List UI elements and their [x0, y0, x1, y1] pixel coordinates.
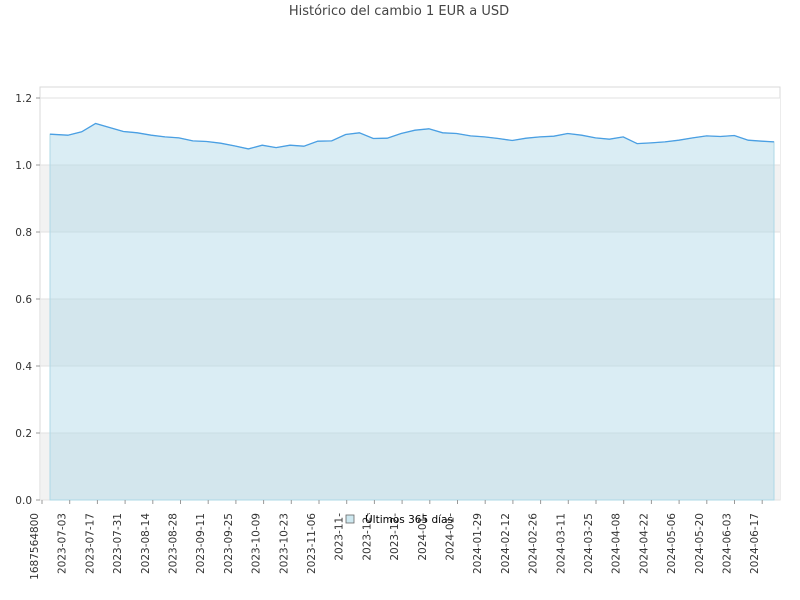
x-tick-label: 2024-03-25 [583, 513, 595, 574]
y-tick-label: 0.6 [15, 294, 32, 306]
grid-band [41, 165, 780, 232]
x-tick-label: 2024-05-06 [666, 513, 678, 574]
x-tick-label: 2023-11- [334, 513, 346, 561]
x-tick-label: 2023-09-25 [223, 513, 235, 574]
x-tick-label: 2024-04-22 [638, 513, 650, 574]
x-tick-label: 2024-01- [417, 513, 429, 561]
x-tick-label: 2023-11-06 [306, 513, 318, 574]
chart-title: Histórico del cambio 1 EUR a USD [289, 4, 509, 19]
x-tick-label: 1687564800 [29, 513, 41, 580]
x-tick-label: 2024-01-29 [472, 513, 484, 574]
y-tick-label: 1.2 [15, 93, 32, 105]
x-tick-label: 2023-10-23 [278, 513, 290, 574]
x-tick-label: 2023-12- [389, 513, 401, 561]
x-tick-label: 2023-07-17 [84, 513, 96, 574]
x-tick-label: 2023-07-03 [57, 513, 69, 574]
y-tick-label: 0.0 [15, 495, 32, 507]
x-tick-label: 2023-10-09 [251, 513, 263, 574]
grid-band [41, 366, 780, 433]
line-layer [49, 122, 775, 150]
legend-label[interactable]: Últimos 365 días [365, 513, 453, 526]
x-tick-label: 2024-06-17 [749, 513, 761, 574]
plot-background [39, 86, 781, 501]
x-tick-label: 2024-02-26 [528, 513, 540, 574]
x-tick-label: 2024-01- [445, 513, 457, 561]
x-tick-label: 2024-02-12 [500, 513, 512, 574]
x-tick-label: 2023-09-11 [195, 513, 207, 574]
y-tick-label: 0.8 [15, 227, 32, 239]
y-tick-label: 1.0 [15, 160, 32, 172]
legend[interactable]: Últimos 365 días [345, 513, 453, 526]
grid-band [41, 232, 780, 299]
x-tick-label: 2023-07-31 [112, 513, 124, 574]
x-axis: 1687564800 2023-07-03 2023-07-17 2023-07-31… [29, 500, 763, 580]
x-tick-label: 2024-04-08 [611, 513, 623, 574]
y-tick-label: 0.4 [15, 361, 32, 373]
area-layer [49, 122, 775, 501]
grid-band [41, 433, 780, 500]
x-tick-label: 2024-06-03 [722, 513, 734, 574]
grid-band [41, 299, 780, 366]
x-tick-label: 2024-03-11 [555, 513, 567, 574]
x-tick-label: 2023-08-14 [140, 513, 152, 574]
y-axis: 0.0 0.2 0.4 0.6 0.8 1.0 1.2 [15, 93, 40, 507]
series-area [49, 122, 775, 501]
series-line [49, 122, 775, 150]
y-tick-label: 0.2 [15, 428, 32, 440]
x-tick-label: 2023-12- [361, 513, 373, 561]
x-tick-label: 2023-08-28 [168, 513, 180, 574]
x-tick-label: 2024-05-20 [694, 513, 706, 574]
legend-swatch[interactable] [345, 514, 355, 524]
